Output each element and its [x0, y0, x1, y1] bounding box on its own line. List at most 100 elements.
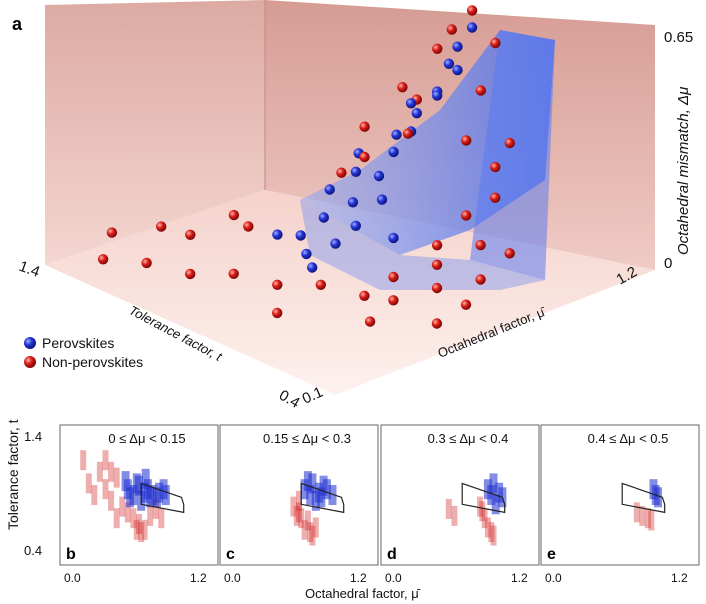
perovskite-point	[466, 22, 478, 33]
non-perovskite-rect	[477, 496, 484, 517]
panel-c: 0.15 ≤ Δμ < 0.3 c 0.0 1.2	[219, 424, 379, 585]
y-tick-top: 1.4	[17, 258, 42, 281]
non-perovskite-rect	[296, 490, 302, 511]
x-tick-1: 1.2	[190, 571, 207, 585]
non-perovskite-rect	[130, 508, 137, 529]
perovskite-point	[443, 58, 455, 69]
x-tick-1: 1.2	[671, 571, 688, 585]
legend-perovskite-label: Perovskites	[42, 335, 114, 351]
non-perovskite-point	[490, 192, 501, 203]
perovskite-rect	[143, 479, 152, 500]
non-perovskite-rect	[102, 450, 109, 471]
non-perovskite-point	[431, 259, 443, 270]
x-tick-0: 0.0	[64, 571, 81, 585]
non-perovskite-point	[475, 274, 486, 285]
perovskite-point	[452, 64, 463, 76]
non-perovskite-point	[475, 239, 486, 251]
non-perovskite-point	[97, 254, 109, 265]
perovskite-point	[324, 184, 335, 195]
perovskite-point	[330, 238, 341, 249]
non-perovskite-point	[466, 5, 478, 16]
panels-y-tick-bottom: 0.4	[24, 543, 42, 558]
panel-frame	[380, 424, 540, 566]
non-perovskite-rect	[309, 525, 316, 546]
non-perovskite-point	[446, 24, 457, 35]
non-perovskite-rect	[133, 519, 140, 540]
perovskite-point	[452, 41, 463, 52]
perovskite-rect	[311, 490, 320, 511]
non-perovskite-rect	[102, 479, 109, 500]
perovskite-rect	[317, 487, 326, 508]
non-perovskite-rect	[108, 461, 115, 482]
non-perovskite-rect	[298, 508, 305, 529]
non-perovskite-point	[359, 121, 370, 132]
non-perovskite-point	[432, 43, 443, 54]
non-perovskite-rect	[451, 505, 458, 526]
non-perovskite-rect	[488, 522, 495, 543]
non-perovskite-rect	[138, 522, 145, 543]
z-tick-bottom: 0	[664, 255, 672, 272]
non-perovskite-rect	[152, 498, 159, 519]
non-perovskite-rect	[141, 519, 148, 540]
stability-region-front	[300, 200, 545, 290]
bottom-panels: Tolerance factor, t 1.4 0.4 Octahedral f…	[5, 419, 700, 601]
non-perovskite-rect	[639, 505, 646, 526]
non-perovskite-point	[272, 307, 283, 319]
perovskite-point	[272, 229, 283, 240]
perovskite-rect	[141, 468, 150, 489]
x-tick-0: 0.0	[545, 571, 562, 585]
perovskite-rect	[328, 485, 337, 505]
perovskite-point	[301, 248, 312, 260]
perovskite-point	[373, 170, 385, 182]
non-perovskite-point	[359, 151, 370, 163]
non-perovskite-point	[272, 279, 283, 290]
non-perovskite-rect	[633, 502, 640, 523]
non-perovskite-point	[141, 257, 152, 269]
non-perovskite-rect	[479, 501, 486, 522]
non-perovskite-rect	[80, 450, 87, 471]
perovskite-rect	[161, 485, 170, 505]
panel-b: 0 ≤ Δμ < 0.15 b 0.0 1.2	[59, 424, 219, 585]
panel-letter: b	[66, 546, 76, 563]
y-tick-bottom: 0.4	[276, 387, 303, 412]
panel-letter: c	[226, 546, 235, 563]
x-tick-1: 1.2	[350, 571, 367, 585]
perovskite-rect	[319, 475, 328, 496]
panel-letter: d	[387, 546, 397, 563]
non-perovskite-rect	[290, 496, 297, 517]
non-perovskite-point	[504, 248, 515, 259]
stability-box	[140, 482, 185, 514]
perovskite-rect	[489, 473, 498, 494]
non-perovskite-point	[228, 268, 239, 279]
perovskite-rect	[152, 487, 161, 508]
stability-region-side	[470, 30, 555, 280]
non-perovskite-point	[461, 135, 472, 146]
panels-x-axis-label: Octahedral factor, μ̄	[305, 586, 421, 601]
legend-non-perovskite-label: Non-perovskites	[42, 354, 143, 370]
scatter-3d-points	[97, 5, 515, 329]
panel-range-label: 0.15 ≤ Δμ < 0.3	[263, 431, 351, 446]
perovskite-point	[388, 146, 399, 158]
non-perovskite-point	[402, 128, 414, 139]
stability-box	[300, 482, 345, 514]
non-perovskite-rect	[113, 508, 120, 529]
non-perovskite-point	[185, 268, 196, 280]
perovskite-rect	[132, 473, 141, 494]
non-perovskite-point	[228, 209, 240, 221]
z-axis-label: Octahedral mismatch, Δμ	[675, 87, 692, 255]
non-perovskite-point	[388, 295, 399, 306]
perovskite-rect	[148, 485, 157, 505]
non-perovskite-rect	[301, 519, 308, 540]
non-perovskite-rect	[147, 505, 154, 526]
non-perovskite-rect	[481, 508, 488, 529]
non-perovskite-point	[431, 318, 443, 329]
non-perovskite-point	[460, 299, 472, 310]
non-perovskite-point	[364, 316, 376, 327]
perovskite-rect	[126, 487, 135, 508]
panel-a-label: a	[12, 14, 23, 34]
non-perovskite-rect	[644, 508, 651, 529]
perovskite-point	[391, 129, 402, 140]
non-perovskite-point	[185, 229, 196, 240]
non-perovskite-rect	[445, 498, 452, 519]
non-perovskite-point	[336, 167, 347, 178]
